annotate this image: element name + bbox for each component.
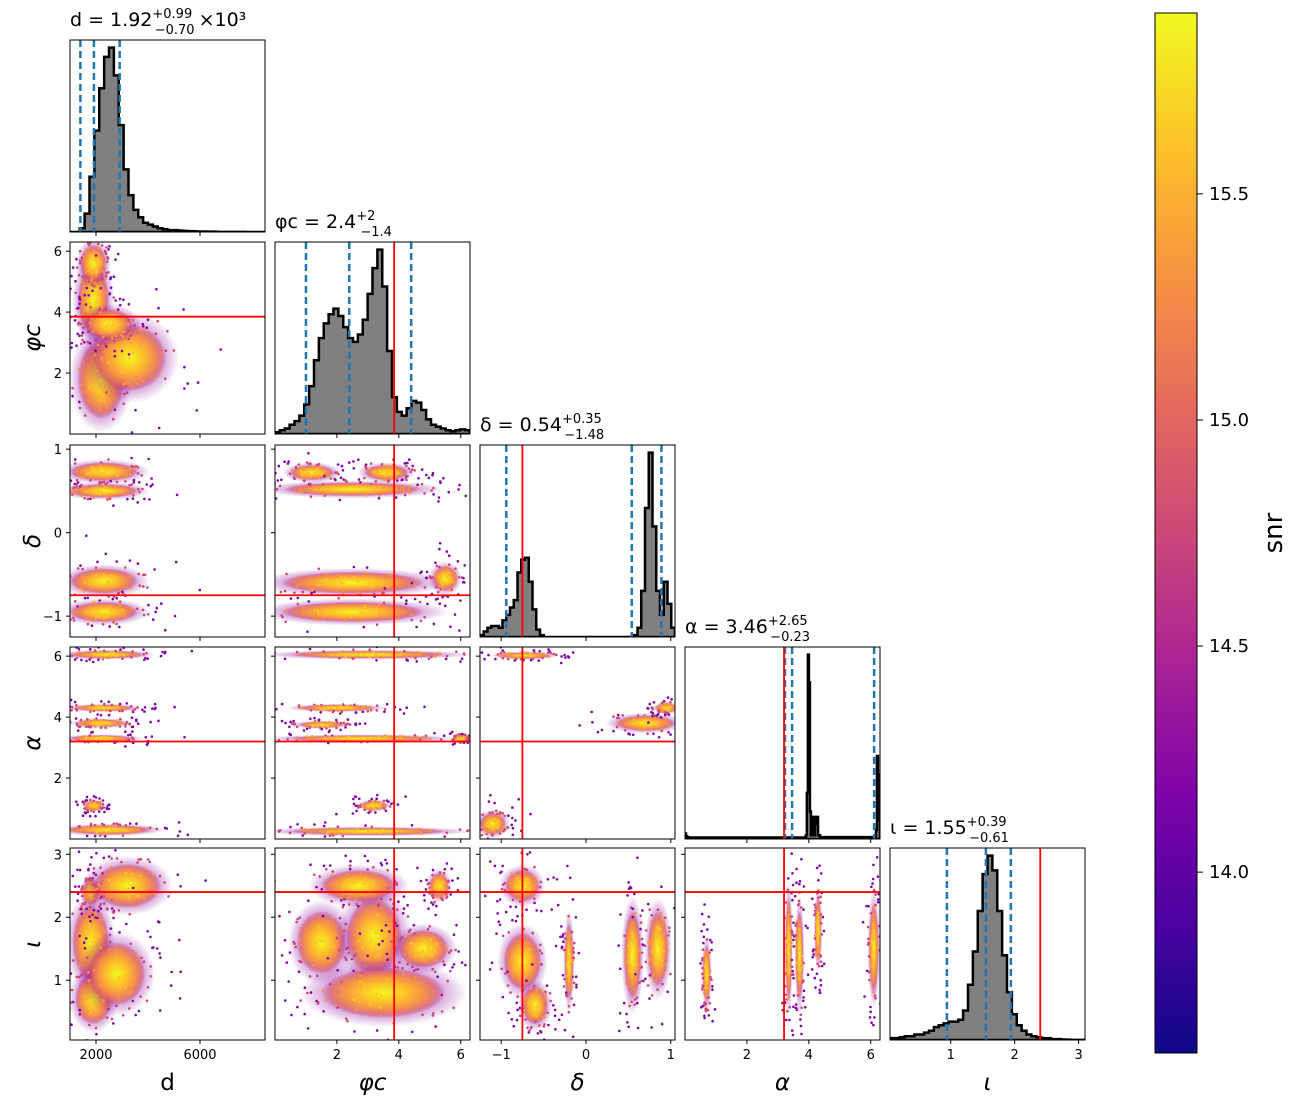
panel-d-alpha: 2 4 6 xyxy=(54,646,266,843)
colorbar-tick-label: 15.5 xyxy=(1209,184,1249,205)
panel-delta-alpha xyxy=(476,646,676,843)
title-iota: ι = 1.55+0.39 −0.61 xyxy=(890,815,1009,846)
xtick-label-iota: 1 xyxy=(947,1048,955,1063)
panel-d-phi_c: 2 4 6 xyxy=(54,241,266,438)
xtick-label-delta: −1 xyxy=(492,1048,511,1063)
panel-phi_c-alpha xyxy=(271,646,471,843)
xtick-label-phi_c: 2 xyxy=(333,1048,341,1063)
ytick-label-phi_c: 2 xyxy=(54,367,62,382)
panel-alpha-alpha: α = 3.46+2.65 −0.23 xyxy=(684,614,881,843)
title-alpha: α = 3.46+2.65 −0.23 xyxy=(685,614,810,645)
ytick-label-iota: 1 xyxy=(54,974,62,989)
histogram-alpha xyxy=(685,653,880,839)
panel-iota-iota: ι = 1.55+0.39 −0.61 1 2 3 xyxy=(889,815,1086,1063)
ytick-label-alpha: 6 xyxy=(54,650,62,665)
colorbar: 14.0 14.5 15.0 15.5 snr xyxy=(1154,12,1289,1054)
ytick-label-iota: 2 xyxy=(54,911,62,926)
ytick-label-phi_c: 4 xyxy=(54,306,62,321)
histogram-phi_c xyxy=(275,248,470,434)
panel-d-d: d = 1.92+0.99 −0.70 ×10³ xyxy=(69,7,266,236)
xtick-label-iota: 2 xyxy=(1011,1048,1019,1063)
xtick-label-d: 2000 xyxy=(79,1048,112,1063)
yaxis-label-phi_c: φc xyxy=(20,324,46,352)
colorbar-tick-label: 14.5 xyxy=(1209,636,1249,657)
panel-phi_c-phi_c: φc = 2.4+2 −1.4 xyxy=(274,209,471,438)
xtick-label-delta: 1 xyxy=(667,1048,675,1063)
xtick-label-phi_c: 6 xyxy=(457,1048,465,1063)
ytick-label-alpha: 4 xyxy=(54,711,62,726)
ytick-label-delta: 1 xyxy=(54,443,62,458)
yaxis-label-delta: δ xyxy=(20,534,46,548)
xaxis-label-alpha: α xyxy=(775,1070,790,1096)
colorbar-tick-label: 15.0 xyxy=(1209,410,1249,431)
colorbar-tick-label: 14.0 xyxy=(1209,862,1249,883)
histogram-iota xyxy=(890,854,1085,1040)
panel-delta-iota: −1 0 1 xyxy=(476,847,676,1063)
xaxis-label-d: d xyxy=(160,1070,175,1096)
ytick-label-alpha: 2 xyxy=(54,772,62,787)
ytick-label-delta: −1 xyxy=(43,610,62,625)
xtick-label-alpha: 4 xyxy=(805,1048,813,1063)
panel-d-iota: 2000 6000 1 2 3 xyxy=(54,847,266,1063)
panel-phi_c-delta xyxy=(271,444,471,641)
panel-phi_c-iota: 2 4 6 xyxy=(271,847,471,1063)
yaxis-label-alpha: α xyxy=(20,735,46,750)
xtick-label-alpha: 6 xyxy=(867,1048,875,1063)
panel-alpha-iota: 2 4 6 xyxy=(681,847,881,1063)
xtick-label-phi_c: 4 xyxy=(395,1048,403,1063)
xtick-label-delta: 0 xyxy=(582,1048,590,1063)
panel-d-delta: −1 0 1 xyxy=(43,443,266,641)
xaxis-label-delta: δ xyxy=(570,1070,584,1096)
ytick-label-iota: 3 xyxy=(54,848,62,863)
xaxis-label-iota: ι xyxy=(984,1070,992,1096)
xtick-label-iota: 3 xyxy=(1074,1048,1082,1063)
yaxis-label-iota: ι xyxy=(20,940,46,948)
colorbar-gradient xyxy=(1155,13,1197,1053)
title-d: d = 1.92+0.99 −0.70 ×10³ xyxy=(70,7,246,38)
colorbar-frame xyxy=(1154,12,1198,1054)
xtick-label-alpha: 2 xyxy=(743,1048,751,1063)
colorbar-label: snr xyxy=(1259,512,1289,553)
ytick-label-delta: 0 xyxy=(54,527,62,542)
title-phi_c: φc = 2.4+2 −1.4 xyxy=(275,209,392,240)
xtick-label-d: 6000 xyxy=(183,1048,216,1063)
ytick-label-phi_c: 6 xyxy=(54,245,62,260)
xaxis-label-phi_c: φc xyxy=(359,1070,387,1096)
title-delta: δ = 0.54+0.35 −1.48 xyxy=(480,412,604,443)
panel-delta-delta: δ = 0.54+0.35 −1.48 xyxy=(479,412,676,641)
